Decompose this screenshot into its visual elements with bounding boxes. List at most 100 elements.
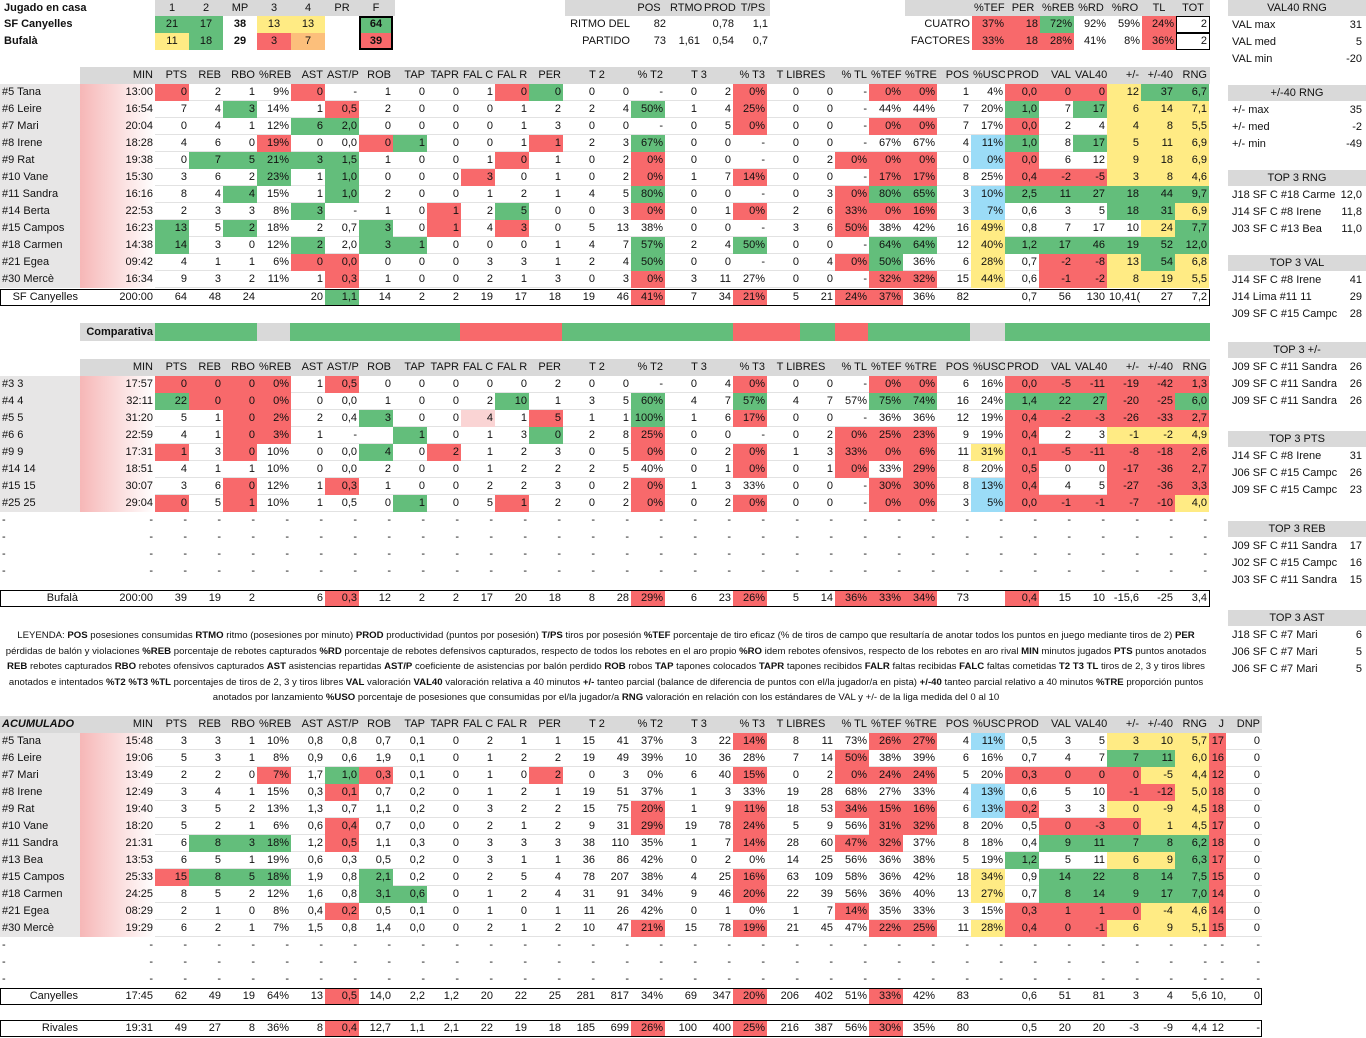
stat: - [149, 956, 153, 968]
stat: 4 [792, 395, 799, 407]
stat: 82 [956, 291, 969, 303]
stat: 0 [690, 378, 697, 390]
stat: 6,7 [1175, 84, 1209, 101]
stat: - [897, 973, 901, 985]
stat: 0,6 [1021, 786, 1037, 798]
stat: 24% [903, 767, 937, 784]
stat: 4 [554, 888, 561, 900]
player-name: #7 Mari [0, 118, 80, 135]
stat: 5 [1064, 854, 1071, 866]
stat: - [795, 939, 799, 951]
stat: -12 [1141, 784, 1175, 801]
stat: 14:38 [80, 237, 155, 254]
stat: - [183, 565, 187, 577]
stat: - [455, 565, 459, 577]
column-header: RNG [1182, 718, 1207, 730]
stat: 4 [588, 188, 595, 200]
stat: -3 [1073, 818, 1107, 835]
stat: 0 [1039, 818, 1073, 835]
stat: - [931, 956, 935, 968]
column-header: PROD [1007, 718, 1039, 730]
stat: 2 [554, 103, 561, 115]
stat: 1 [690, 480, 697, 492]
stat: 20 [514, 592, 527, 604]
stat: 1 [724, 205, 731, 217]
stat: 34% [835, 801, 869, 818]
column-header: %USO [973, 361, 1005, 373]
stat: 4 [1098, 120, 1105, 132]
stat: 31% [869, 818, 903, 835]
column-header: +/-40 [1147, 718, 1173, 730]
stat: - [319, 939, 323, 951]
stat: - [659, 973, 663, 985]
stat: 3 [214, 273, 221, 285]
factor-value: 8% [1124, 35, 1140, 47]
stat: 20% [980, 463, 1003, 475]
row-label: CUATRO [924, 18, 970, 30]
stat: 2 [418, 592, 425, 604]
stat: 2 [1064, 429, 1071, 441]
stat: 0 [486, 239, 493, 251]
stat: 51% [844, 990, 867, 1002]
stat: 7,2 [1191, 291, 1207, 303]
stat: 18:28 [80, 135, 155, 152]
stat: 5 [1098, 735, 1105, 747]
stat: 13 [1107, 254, 1141, 271]
player-name: #7 Mari [0, 767, 80, 784]
legend-term: T2 T3 TL [1058, 661, 1099, 672]
stat: - [1169, 939, 1173, 951]
stat: 0 [223, 427, 257, 444]
stat: 1 [486, 154, 493, 166]
comparison-block [733, 323, 800, 341]
stat: 42% [912, 990, 935, 1002]
stat: 9 [1039, 835, 1073, 852]
header-bg [155, 0, 395, 16]
stat: 0% [733, 444, 767, 461]
stat: 0 [384, 256, 391, 268]
stat: 1 [1039, 903, 1073, 920]
stat: 0 [452, 786, 459, 798]
stat: - [1067, 548, 1071, 560]
stat: - [1067, 565, 1071, 577]
stat: 86 [616, 854, 629, 866]
column-header: RBO [231, 69, 255, 81]
stat: 3 [554, 120, 561, 132]
stat: 7 [1064, 222, 1071, 234]
column-header: AST/P [327, 69, 359, 81]
stat: 10,41( [1109, 291, 1141, 303]
stat: 1 [962, 86, 969, 98]
stat: 0 [359, 135, 393, 152]
side-value: 26 [1349, 361, 1362, 373]
stat: 8 [962, 837, 969, 849]
stat: - [795, 548, 799, 560]
column-header: PTS [165, 718, 187, 730]
stat: 0 [826, 171, 833, 183]
stat: 2 [384, 463, 391, 475]
stat: 5 [1098, 480, 1105, 492]
stat: 7,7 [1175, 220, 1209, 237]
stat: 1,5 [307, 922, 323, 934]
column-label: 3 [270, 2, 278, 14]
stat: 39% [640, 752, 663, 764]
stat: 0,0 [1005, 495, 1039, 512]
stat: 6 [316, 592, 323, 604]
stat: - [863, 973, 867, 985]
stat: 11 [1093, 854, 1105, 866]
stat: 1 [316, 273, 323, 285]
stat: 0 [418, 446, 425, 458]
stat: 0 [1253, 752, 1260, 764]
legend-text: valoración [364, 676, 414, 688]
stat: 0,2 [1005, 801, 1039, 818]
stat: 0 [418, 480, 425, 492]
stat: 12% [266, 480, 289, 492]
stat: 5,1 [1175, 920, 1209, 937]
stat: -1 [1039, 495, 1073, 512]
stat: 0,7 [375, 786, 391, 798]
stat: - [319, 514, 323, 526]
stat: 46 [616, 291, 629, 303]
column-header: FAL R [497, 361, 528, 373]
legend-text: porcentaje de rebotes defensivos captura… [341, 645, 740, 657]
stat: 25% [733, 1020, 767, 1037]
stat: 0 [486, 137, 493, 149]
factor-value: 2 [1176, 33, 1210, 50]
